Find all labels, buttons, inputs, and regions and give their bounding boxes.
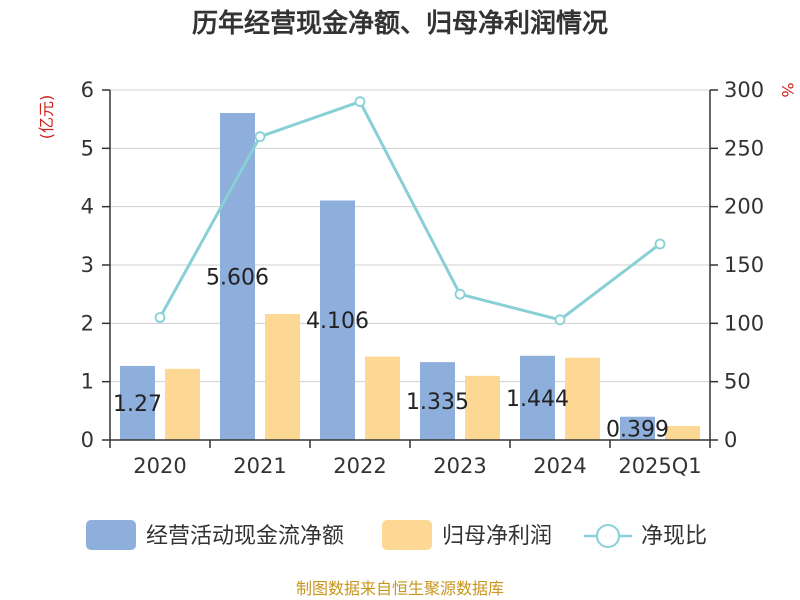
legend-label-ratio: 净现比 <box>641 524 707 549</box>
point-net-cash-ratio <box>354 96 366 108</box>
legend-label-net-profit: 归母净利润 <box>442 524 552 549</box>
point-net-cash-ratio <box>254 131 266 143</box>
point-net-cash-ratio <box>554 314 566 326</box>
left-axis-tick-label: 1 <box>81 370 94 394</box>
bar-cashflow <box>320 200 355 440</box>
bar-layer <box>120 112 700 440</box>
x-axis-tick-label: 2024 <box>533 454 586 478</box>
left-axis-tick-label: 2 <box>81 311 94 335</box>
data-label-cashflow: 1.335 <box>406 390 469 415</box>
data-label-cashflow: 1.27 <box>113 392 162 417</box>
right-axis-unit: % <box>778 82 797 97</box>
right-axis-tick-label: 100 <box>724 311 764 335</box>
bar-net-profit <box>165 368 200 440</box>
line-layer <box>154 96 666 326</box>
data-labels: 1.27 5.606 4.106 1.335 1.444 0.399 <box>113 265 669 442</box>
data-label-cashflow: 4.106 <box>306 309 369 334</box>
point-net-cash-ratio <box>654 238 666 250</box>
bar-net-profit <box>365 356 400 440</box>
bar-net-profit <box>665 426 700 440</box>
x-axis-tick-label: 2022 <box>333 454 386 478</box>
right-axis-tick-label: 200 <box>724 195 764 219</box>
gridlines <box>110 89 710 383</box>
data-label-cashflow: 1.444 <box>506 387 569 412</box>
bar-cashflow <box>220 112 255 440</box>
left-axis-tick-label: 0 <box>81 428 94 452</box>
left-axis-tick-label: 4 <box>81 195 94 219</box>
right-axis-tick-label: 0 <box>724 428 737 452</box>
right-axis-tick-label: 300 <box>724 78 764 102</box>
bar-net-profit <box>565 357 600 440</box>
left-axis-unit: (亿元) <box>37 95 56 140</box>
left-axis-tick-label: 6 <box>81 78 94 102</box>
right-axis-tick-label: 150 <box>724 253 764 277</box>
point-net-cash-ratio <box>454 288 466 300</box>
x-axis-tick-label: 2023 <box>433 454 486 478</box>
axes: 0 1 2 3 4 5 6 0 50 100 150 200 250 300 2020 2021 2022 202… <box>81 78 764 478</box>
chart-title: 历年经营现金净额、归母净利润情况 <box>192 8 608 39</box>
data-label-cashflow: 0.399 <box>606 417 669 442</box>
left-axis-tick-label: 5 <box>81 136 94 160</box>
legend-swatch-net-profit <box>382 520 432 550</box>
x-axis-tick-label: 2020 <box>133 454 186 478</box>
bar-net-profit <box>265 314 300 440</box>
legend-marker-ratio <box>596 524 620 548</box>
bar-cashflow <box>520 355 555 440</box>
bar-cashflow <box>620 416 655 440</box>
data-label-cashflow: 5.606 <box>206 265 269 290</box>
point-net-cash-ratio <box>154 312 166 323</box>
source-note: 制图数据来自恒生聚源数据库 <box>296 579 504 598</box>
legend-swatch-cashflow <box>86 520 136 550</box>
right-axis-tick-label: 250 <box>724 136 764 160</box>
legend-label-cashflow: 经营活动现金流净额 <box>146 524 344 549</box>
right-axis-tick-label: 50 <box>724 370 751 394</box>
left-axis-tick-label: 3 <box>81 253 94 277</box>
legend: 经营活动现金流净额 归母净利润 净现比 <box>86 520 707 550</box>
x-axis-tick-label: 2025Q1 <box>618 454 701 478</box>
line-net-cash-ratio <box>158 100 661 322</box>
bar-cashflow <box>120 365 155 440</box>
bar-cashflow <box>420 362 455 440</box>
x-axis-tick-label: 2021 <box>233 454 286 478</box>
bar-net-profit <box>465 375 500 440</box>
